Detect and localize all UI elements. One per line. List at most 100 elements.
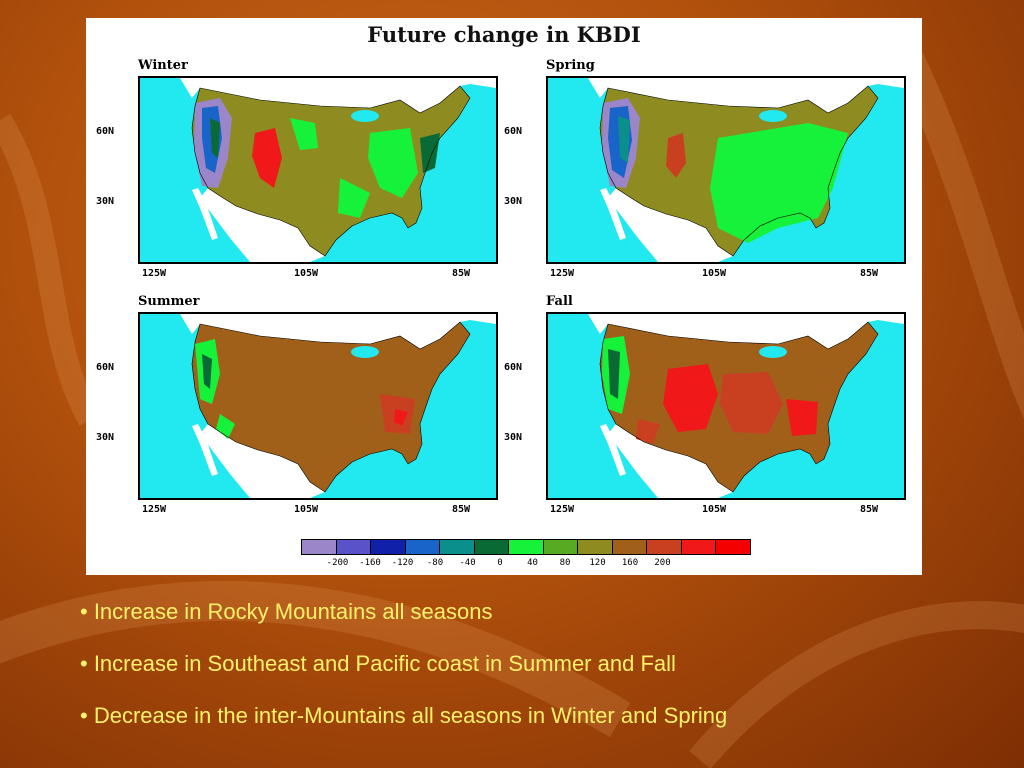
kbdi-region xyxy=(636,419,660,444)
kbdi-region xyxy=(202,354,212,389)
colorbar-tick-label: 120 xyxy=(589,558,606,568)
colorbar-tick-label: -40 xyxy=(459,558,476,568)
colorbar-tick-label: 40 xyxy=(527,558,538,568)
baja-region xyxy=(192,188,218,240)
kbdi-region xyxy=(786,399,818,436)
lat-label: 60N xyxy=(96,362,115,373)
lon-label: 85W xyxy=(860,504,879,515)
panel-title: Fall xyxy=(546,294,573,309)
kbdi-region xyxy=(210,118,220,158)
us-border xyxy=(191,85,471,257)
kbdi-region xyxy=(238,369,310,444)
mexico-region xyxy=(200,188,325,262)
lon-label: 85W xyxy=(860,268,879,279)
baja-region xyxy=(192,424,218,476)
lat-label: 60N xyxy=(96,126,115,137)
mexico-region xyxy=(608,424,733,498)
colorbar-swatch xyxy=(577,539,613,555)
colorbar-tick-label: 80 xyxy=(559,558,571,568)
kbdi-region xyxy=(608,349,620,399)
us-border xyxy=(599,85,879,257)
colorbar-swatch xyxy=(542,539,578,555)
colorbar-tick-label: -80 xyxy=(426,558,444,568)
baja-region xyxy=(600,424,626,476)
us-border xyxy=(191,321,471,493)
kbdi-region xyxy=(420,133,440,173)
kbdi-region xyxy=(618,116,630,163)
colorbar-swatch xyxy=(680,539,716,555)
great-lakes xyxy=(351,110,379,122)
panel-title: Summer xyxy=(138,294,200,309)
bullet-item: • Increase in Rocky Mountains all season… xyxy=(80,599,493,624)
colorbar-tick-label: 160 xyxy=(621,558,639,568)
panel-summer: Summer 60N 30N 125W 105W 85W xyxy=(86,294,498,534)
lat-label: 30N xyxy=(504,196,523,207)
panel-fall: Fall 60N 30N 125W 105W 85W xyxy=(494,294,906,534)
us-land xyxy=(192,322,470,492)
panel-title: Winter xyxy=(138,58,188,73)
us-land xyxy=(192,86,470,256)
lon-label: 85W xyxy=(452,268,471,279)
lon-label: 105W xyxy=(702,504,727,515)
us-map xyxy=(140,78,496,262)
us-border xyxy=(599,321,879,493)
lon-label: 125W xyxy=(550,504,575,515)
kbdi-region xyxy=(290,118,318,150)
lon-label: 105W xyxy=(702,268,727,279)
kbdi-region xyxy=(666,133,686,178)
lat-label: 30N xyxy=(504,432,523,443)
lat-label: 30N xyxy=(96,196,115,207)
colorbar-tick-label: 0 xyxy=(497,558,503,568)
lon-label: 85W xyxy=(452,504,471,515)
colorbar xyxy=(301,539,751,555)
mexico-region xyxy=(608,188,733,262)
kbdi-region xyxy=(338,178,370,218)
bullet-item: • Decrease in the inter-Mountains all se… xyxy=(80,703,728,728)
colorbar-tick-label: 200 xyxy=(654,558,671,568)
colorbar-swatch xyxy=(335,539,371,555)
colorbar-swatch xyxy=(646,539,682,555)
colorbar-tick-label: -120 xyxy=(391,558,414,568)
kbdi-region xyxy=(720,372,783,434)
colorbar-swatch xyxy=(611,539,647,555)
lon-label: 105W xyxy=(294,504,319,515)
kbdi-figure: Future change in KBDI Winter 60N 30N 125… xyxy=(86,18,922,575)
kbdi-region xyxy=(663,364,718,432)
us-map xyxy=(140,314,496,498)
figure-title: Future change in KBDI xyxy=(367,22,641,47)
us-map xyxy=(548,78,904,262)
lon-label: 105W xyxy=(294,268,319,279)
colorbar-tick-label: -160 xyxy=(359,558,381,568)
colorbar-swatch xyxy=(439,539,475,555)
mexico-region xyxy=(200,424,325,498)
colorbar-swatch xyxy=(508,539,544,555)
great-lakes xyxy=(351,346,379,358)
kbdi-region xyxy=(710,123,848,243)
kbdi-region xyxy=(394,409,408,426)
colorbar-swatch xyxy=(404,539,440,555)
baja-region xyxy=(600,188,626,240)
kbdi-region xyxy=(252,128,282,188)
colorbar-swatch xyxy=(715,539,751,555)
bullet-list: • Increase in Rocky Mountains all season… xyxy=(80,595,727,751)
map-frame xyxy=(546,76,906,264)
colorbar-tick-label: -200 xyxy=(326,558,349,568)
map-frame xyxy=(546,312,906,500)
panel-winter: Winter 60N 30N 125W 105W 85W xyxy=(86,58,498,298)
lat-label: 60N xyxy=(504,126,523,137)
lat-label: 60N xyxy=(504,362,523,373)
great-lakes xyxy=(759,110,787,122)
panel-spring: Spring 60N 30N 125W 105W 85W xyxy=(494,58,906,298)
colorbar-swatch xyxy=(473,539,509,555)
great-lakes xyxy=(759,346,787,358)
panel-title: Spring xyxy=(546,58,595,73)
map-frame xyxy=(138,312,498,500)
colorbar-swatch xyxy=(301,539,337,555)
map-frame xyxy=(138,76,498,264)
lon-label: 125W xyxy=(142,504,167,515)
lon-label: 125W xyxy=(550,268,575,279)
lat-label: 30N xyxy=(96,432,115,443)
colorbar-swatch xyxy=(370,539,406,555)
us-map xyxy=(548,314,904,498)
bullet-item: • Increase in Southeast and Pacific coas… xyxy=(80,651,676,676)
